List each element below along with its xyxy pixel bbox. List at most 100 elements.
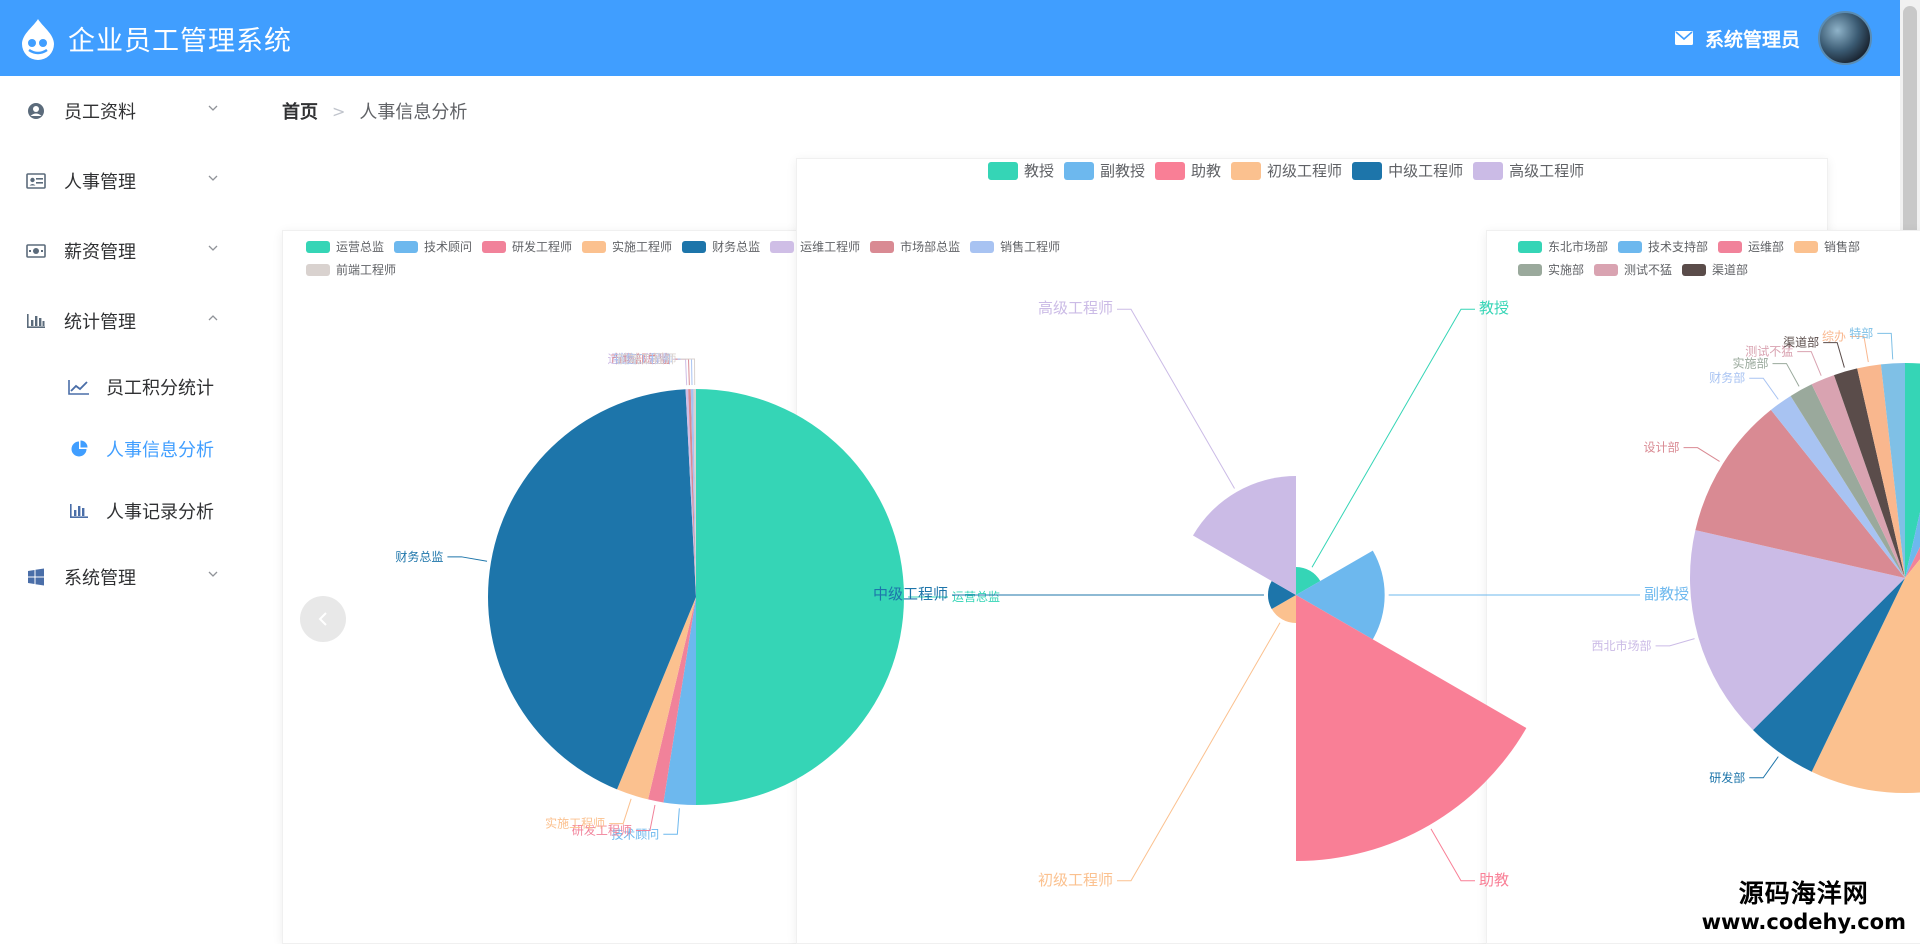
legend-label: 测试不猛 bbox=[1624, 263, 1673, 277]
user-area[interactable]: 系统管理员 bbox=[1674, 10, 1872, 66]
legend-item[interactable]: 东北市场部 bbox=[1518, 238, 1608, 255]
pie-slice[interactable] bbox=[1695, 409, 1905, 578]
legend-item[interactable]: 助教 bbox=[1155, 160, 1221, 181]
legend-item[interactable]: 技术支持部 bbox=[1618, 238, 1708, 255]
pie-slice[interactable] bbox=[1296, 595, 1527, 861]
pie-slice[interactable] bbox=[648, 597, 696, 803]
legend-item[interactable]: 运维部 bbox=[1718, 238, 1784, 255]
legend-item[interactable]: 中级工程师 bbox=[1352, 160, 1463, 181]
legend-item[interactable]: 运营总监 bbox=[306, 238, 384, 255]
chart-legend-titles: 教授 副教授 助教 初级工程师 中级工程师 高级工程师 bbox=[988, 160, 1688, 187]
legend-item[interactable]: 市场部总监 bbox=[870, 238, 960, 255]
pie-slice[interactable] bbox=[1811, 410, 1920, 794]
legend-item[interactable]: 运维工程师 bbox=[770, 238, 860, 255]
legend-label: 前端工程师 bbox=[336, 263, 397, 277]
sidebar-item-hr-management[interactable]: 人事管理 bbox=[0, 146, 240, 216]
pie-slice[interactable] bbox=[1752, 578, 1905, 772]
pie-slice[interactable] bbox=[1790, 384, 1905, 578]
sidebar-subitem-hr-record-analysis[interactable]: 人事记录分析 bbox=[0, 480, 240, 542]
legend-item[interactable]: 前端工程师 bbox=[306, 261, 396, 278]
legend-item[interactable]: 研发工程师 bbox=[482, 238, 572, 255]
pie-slice[interactable] bbox=[1857, 364, 1905, 578]
avatar[interactable] bbox=[1818, 11, 1872, 65]
pie-slice[interactable] bbox=[696, 389, 904, 805]
brand[interactable]: 企业员工管理系统 bbox=[16, 14, 292, 62]
watermark-url: www.codehy.com bbox=[1701, 910, 1906, 934]
legend-swatch bbox=[870, 240, 895, 253]
pie-slice[interactable] bbox=[663, 597, 696, 805]
bar-chart-icon bbox=[26, 311, 46, 331]
legend-swatch bbox=[1682, 263, 1707, 276]
pie-slice[interactable] bbox=[1296, 566, 1321, 595]
pie-slice[interactable] bbox=[1905, 368, 1920, 578]
sidebar-item-statistics-management[interactable]: 统计管理 bbox=[0, 286, 240, 356]
legend-item[interactable]: 教授 bbox=[988, 160, 1054, 181]
legend-item[interactable]: 实施工程师 bbox=[582, 238, 672, 255]
sidebar-item-system-management[interactable]: 系统管理 bbox=[0, 542, 240, 612]
legend-item[interactable]: 销售部 bbox=[1794, 238, 1860, 255]
user-name[interactable]: 系统管理员 bbox=[1704, 28, 1800, 51]
top-header: 企业员工管理系统 系统管理员 bbox=[0, 0, 1920, 76]
pie-slice[interactable] bbox=[685, 389, 696, 597]
pie-slice[interactable] bbox=[1811, 375, 1905, 578]
pie-slice-label: 高级工程师 bbox=[1038, 299, 1113, 317]
legend-label: 运维部 bbox=[1748, 240, 1785, 254]
pie-leader-line bbox=[1655, 638, 1695, 647]
legend-item[interactable]: 实施部 bbox=[1518, 261, 1584, 278]
pie-slice-label: 设计部 bbox=[1644, 440, 1680, 455]
legend-swatch bbox=[1518, 263, 1542, 276]
sidebar: 员工资料 人事管理 薪资管理 统计管理 员工积分统计 人事信息分析 bbox=[0, 76, 240, 942]
mail-icon[interactable] bbox=[1674, 31, 1693, 45]
pie-leader-line bbox=[1117, 622, 1281, 882]
legend-swatch bbox=[1064, 161, 1095, 180]
pie-slice[interactable] bbox=[1833, 368, 1905, 578]
pie-slice[interactable] bbox=[1770, 395, 1905, 578]
legend-label: 教授 bbox=[1024, 162, 1055, 180]
sidebar-item-employee-profile[interactable]: 员工资料 bbox=[0, 76, 240, 146]
pie-slice[interactable] bbox=[617, 597, 696, 800]
pie-slice[interactable] bbox=[1880, 363, 1905, 578]
breadcrumb-current: 人事信息分析 bbox=[359, 102, 468, 123]
pie-slice[interactable] bbox=[1192, 476, 1296, 595]
sidebar-item-salary-management[interactable]: 薪资管理 bbox=[0, 216, 240, 286]
pie-slice-label: 财务总监 bbox=[395, 549, 443, 564]
pie-slice-label: 副教授 bbox=[1644, 585, 1689, 603]
legend-item[interactable]: 技术顾问 bbox=[394, 238, 472, 255]
legend-item[interactable]: 副教授 bbox=[1064, 160, 1145, 181]
pie-slice[interactable] bbox=[1905, 384, 1920, 578]
legend-swatch bbox=[1518, 240, 1542, 253]
pie-leader-line bbox=[1430, 828, 1475, 882]
legend-item[interactable]: 初级工程师 bbox=[1231, 160, 1342, 181]
pie-slice[interactable] bbox=[1905, 363, 1920, 578]
pie-leader-line bbox=[1311, 308, 1475, 568]
pie-slice-label: 特部 bbox=[1849, 325, 1873, 340]
legend-item[interactable]: 渠道部 bbox=[1682, 261, 1748, 278]
pie-leader-line bbox=[1772, 363, 1800, 387]
legend-item[interactable]: 高级工程师 bbox=[1473, 160, 1584, 181]
pie-slice[interactable] bbox=[1690, 530, 1905, 731]
pie-slice-label: 财务部 bbox=[1709, 370, 1745, 385]
sidebar-item-label: 薪资管理 bbox=[64, 242, 136, 263]
app-title: 企业员工管理系统 bbox=[68, 25, 292, 57]
pie-slice[interactable] bbox=[1296, 550, 1385, 640]
pie-slice[interactable] bbox=[1267, 580, 1296, 610]
sidebar-subitem-hr-info-analysis[interactable]: 人事信息分析 bbox=[0, 418, 240, 480]
breadcrumb-home[interactable]: 首页 bbox=[282, 102, 318, 123]
pie-leader-line bbox=[680, 358, 696, 386]
legend-swatch bbox=[1794, 240, 1819, 253]
pie-slice-label: 市场部总监 bbox=[611, 351, 671, 366]
pie-leader-line bbox=[609, 798, 632, 825]
legend-item[interactable]: 测试不猛 bbox=[1594, 261, 1672, 278]
pie-slice-label: 西北市场部 bbox=[1592, 638, 1652, 653]
sidebar-subitem-employee-points[interactable]: 员工积分统计 bbox=[0, 356, 240, 418]
pie-leader-line bbox=[1823, 342, 1845, 368]
pie-slice[interactable] bbox=[1271, 595, 1296, 624]
carousel-prev-button[interactable] bbox=[300, 596, 346, 642]
legend-item[interactable]: 财务总监 bbox=[682, 238, 760, 255]
pie-slice[interactable] bbox=[487, 389, 696, 790]
legend-swatch bbox=[682, 240, 707, 253]
legend-item[interactable]: 销售工程师 bbox=[970, 238, 1060, 255]
pie-slice[interactable] bbox=[693, 389, 696, 597]
pie-slice[interactable] bbox=[688, 389, 696, 597]
pie-slice[interactable] bbox=[690, 389, 696, 597]
